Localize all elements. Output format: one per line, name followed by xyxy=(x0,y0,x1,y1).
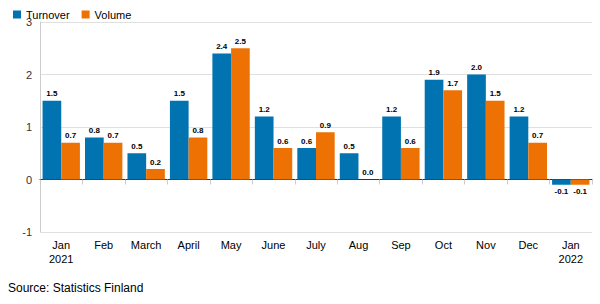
svg-text:0.6: 0.6 xyxy=(277,137,289,146)
svg-text:Nov: Nov xyxy=(476,239,496,251)
svg-text:1.5: 1.5 xyxy=(46,89,58,98)
svg-text:2.5: 2.5 xyxy=(235,37,247,46)
svg-text:Jan: Jan xyxy=(52,239,70,251)
svg-text:1: 1 xyxy=(26,121,32,133)
svg-text:0.6: 0.6 xyxy=(301,137,313,146)
svg-text:0.5: 0.5 xyxy=(344,142,356,151)
svg-text:Feb: Feb xyxy=(94,239,113,251)
svg-text:1.5: 1.5 xyxy=(490,89,502,98)
svg-text:0.0: 0.0 xyxy=(362,168,374,177)
svg-text:Source: Statistics Finland: Source: Statistics Finland xyxy=(8,281,143,295)
svg-text:June: June xyxy=(262,239,286,251)
svg-text:March: March xyxy=(131,239,162,251)
svg-text:2.4: 2.4 xyxy=(216,42,228,51)
svg-text:Sep: Sep xyxy=(391,239,411,251)
svg-text:Aug: Aug xyxy=(349,239,369,251)
svg-text:Dec: Dec xyxy=(519,239,539,251)
svg-text:0.5: 0.5 xyxy=(131,142,143,151)
svg-text:2021: 2021 xyxy=(49,253,73,265)
svg-text:Jan: Jan xyxy=(562,239,580,251)
svg-text:-1: -1 xyxy=(22,226,32,238)
svg-text:1.9: 1.9 xyxy=(428,68,440,77)
svg-text:1.2: 1.2 xyxy=(513,105,525,114)
svg-text:Volume: Volume xyxy=(95,9,132,21)
svg-text:0.9: 0.9 xyxy=(320,121,332,130)
svg-text:3: 3 xyxy=(25,16,32,28)
svg-text:Turnover: Turnover xyxy=(26,9,70,21)
svg-text:0.7: 0.7 xyxy=(532,131,544,140)
svg-text:0.8: 0.8 xyxy=(89,126,101,135)
svg-text:-0.1: -0.1 xyxy=(573,187,587,196)
svg-text:May: May xyxy=(221,239,242,251)
svg-text:0.7: 0.7 xyxy=(65,131,77,140)
svg-text:0.7: 0.7 xyxy=(107,131,119,140)
svg-text:2.0: 2.0 xyxy=(471,63,483,72)
svg-text:1.2: 1.2 xyxy=(386,105,398,114)
svg-text:2022: 2022 xyxy=(559,253,583,265)
svg-text:April: April xyxy=(178,239,200,251)
svg-text:July: July xyxy=(306,239,326,251)
svg-text:0.2: 0.2 xyxy=(150,158,162,167)
svg-text:0.8: 0.8 xyxy=(192,126,204,135)
svg-text:0.6: 0.6 xyxy=(405,137,417,146)
svg-text:2: 2 xyxy=(26,69,32,81)
svg-text:-0.1: -0.1 xyxy=(555,187,569,196)
svg-text:1.5: 1.5 xyxy=(174,89,186,98)
svg-text:Oct: Oct xyxy=(435,239,452,251)
svg-text:0: 0 xyxy=(26,174,32,186)
svg-text:1.7: 1.7 xyxy=(447,79,459,88)
svg-text:1.2: 1.2 xyxy=(259,105,271,114)
